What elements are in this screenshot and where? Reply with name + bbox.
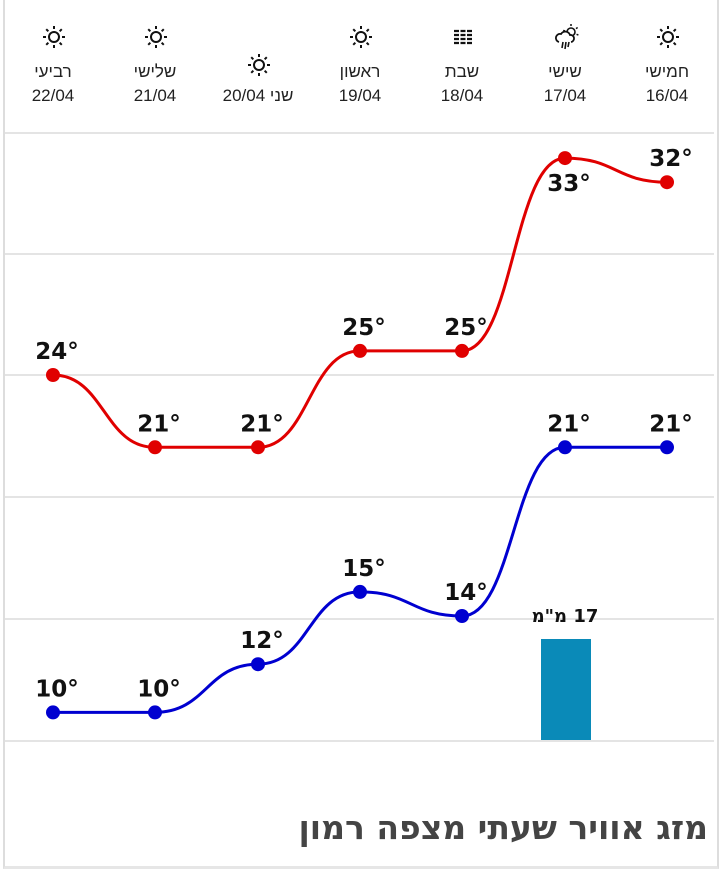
high-temp-label: 24° — [35, 339, 79, 365]
high-temp-point — [660, 175, 674, 190]
day-date: 16/04 — [645, 86, 689, 105]
low-temp-label: 10° — [137, 676, 181, 702]
low-temp-point — [251, 657, 265, 672]
low-temp-point — [148, 705, 162, 720]
day-date: 19/04 — [338, 86, 382, 105]
high-temp-label: 25° — [444, 315, 488, 341]
low-temp-label: 12° — [240, 628, 284, 654]
high-temp-point — [455, 343, 469, 358]
widget-frame — [3, 0, 719, 869]
high-temp-point — [251, 440, 265, 455]
low-temp-label: 21° — [649, 411, 693, 437]
day-date: שני 20/04 — [222, 86, 294, 105]
high-temp-label: 25° — [342, 315, 386, 341]
low-temp-point — [455, 609, 469, 623]
low-temp-label: 14° — [444, 580, 488, 606]
cloud-rain-sun-icon — [553, 24, 579, 50]
day-name: רביעי — [34, 62, 72, 81]
day-date: 21/04 — [133, 86, 177, 105]
day-name: ראשון — [339, 62, 381, 81]
high-temp-label: 21° — [137, 411, 181, 437]
day-date: 17/04 — [543, 86, 587, 105]
low-temp-label: 15° — [342, 556, 386, 582]
day-name: שבת — [444, 62, 480, 81]
low-temp-point — [660, 440, 674, 455]
low-temp-point — [353, 584, 367, 599]
low-temp-label: 21° — [547, 411, 591, 437]
day-date: 22/04 — [31, 86, 75, 105]
haze-icon — [450, 24, 476, 50]
sun-icon — [41, 24, 67, 50]
high-temp-label: 21° — [240, 411, 284, 437]
high-temp-point — [558, 151, 572, 166]
sun-icon — [143, 24, 169, 50]
high-temp-point — [353, 343, 367, 358]
precipitation-bar — [541, 639, 591, 740]
precipitation-label: 17 מ"מ — [532, 606, 599, 627]
low-temp-point — [558, 440, 572, 455]
day-date: 18/04 — [440, 86, 484, 105]
page-title: מזג אוויר שעתי מצפה רמון — [298, 808, 708, 847]
high-temp-label: 33° — [547, 171, 591, 197]
high-temp-point — [148, 440, 162, 455]
sun-icon — [348, 24, 374, 50]
low-temp-label: 10° — [35, 676, 79, 702]
sun-icon — [655, 24, 681, 50]
high-temp-point — [46, 368, 60, 382]
day-name: שישי — [548, 62, 582, 81]
day-name: חמישי — [644, 62, 690, 81]
low-temp-point — [46, 705, 60, 720]
high-temp-label: 32° — [649, 146, 693, 172]
day-name: שלישי — [133, 62, 177, 81]
high-temp-line — [52, 156, 668, 449]
sun-icon — [246, 52, 272, 78]
